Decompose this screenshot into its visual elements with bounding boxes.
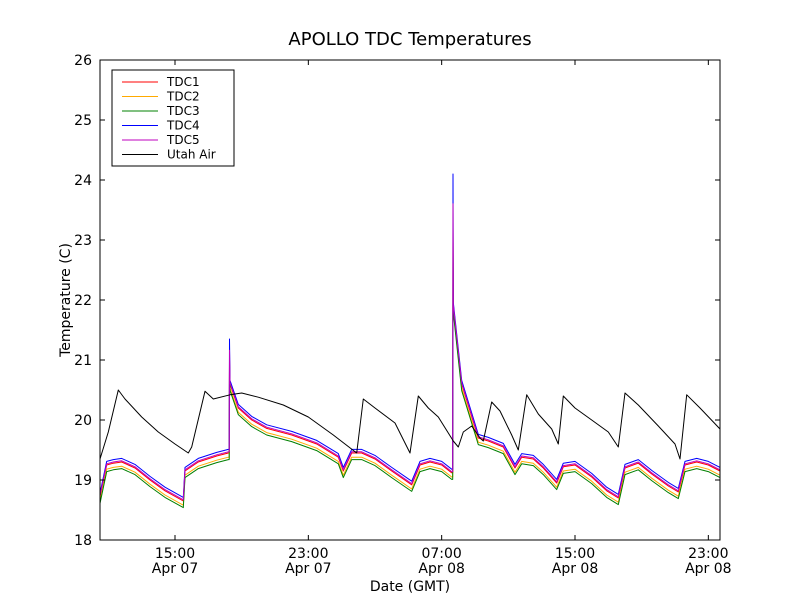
y-tick-label: 19 [74,473,92,489]
x-tick-label-time: 07:00 [421,546,461,562]
series-line-tdc3 [99,252,721,509]
y-tick-label: 18 [74,533,92,549]
series-line-tdc5 [99,203,721,501]
y-tick-label: 22 [74,293,92,309]
y-tick-label: 24 [74,173,92,189]
x-tick-label-time: 23:00 [288,546,328,562]
y-axis-label: Temperature (C) [58,243,74,358]
series-line-tdc2 [99,240,721,506]
series-line-tdc4 [99,173,721,498]
legend-label: TDC3 [166,104,200,118]
y-tick-label: 20 [74,413,92,429]
x-tick-label-date: Apr 08 [685,561,731,577]
x-tick-label-time: 15:00 [555,546,595,562]
series-line-utah-air [99,389,721,460]
x-tick-label-date: Apr 08 [552,561,598,577]
legend-label: TDC5 [166,133,200,147]
x-tick-label-date: Apr 07 [285,561,331,577]
x-tick-label-date: Apr 07 [152,561,198,577]
y-tick-label: 25 [74,113,92,129]
series-line-tdc1 [99,227,721,502]
x-tick-label-time: 15:00 [155,546,195,562]
y-tick-label: 23 [74,233,92,249]
chart-title: APOLLO TDC Temperatures [288,29,531,50]
legend-label: TDC4 [166,119,200,133]
y-axis: 18 19 20 21 22 23 24 25 26 [74,53,720,549]
x-tick-label-date: Apr 08 [418,561,464,577]
x-axis-label: Date (GMT) [370,579,450,595]
y-tick-label: 26 [74,53,92,69]
legend-label: TDC1 [166,75,200,89]
legend-label: Utah Air [167,148,216,162]
series-layer [99,173,721,509]
y-tick-label: 21 [74,353,92,369]
legend-box [111,69,235,167]
legend-label: TDC2 [166,90,200,104]
x-tick-label-time: 23:00 [688,546,728,562]
